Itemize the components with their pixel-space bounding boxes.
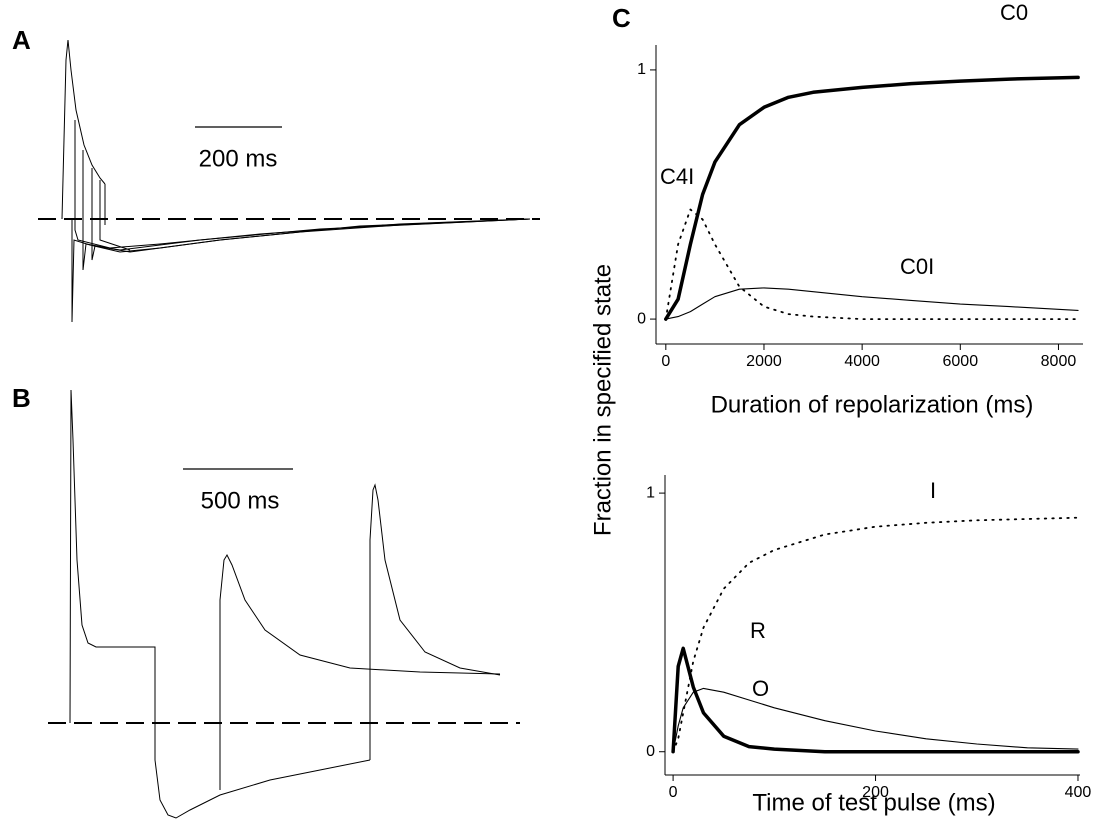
series-line — [665, 287, 1079, 320]
panel-label: A — [12, 25, 31, 55]
panel-label: C — [612, 3, 631, 33]
series-label: I — [930, 478, 936, 503]
scale-bar-label: 200 ms — [199, 145, 278, 172]
x-tick-label: 0 — [661, 353, 670, 370]
x-axis-label: Time of test pulse (ms) — [752, 789, 995, 816]
x-tick-label: 400 — [1065, 784, 1092, 801]
trace-b — [69, 389, 501, 819]
series-line — [671, 646, 1080, 754]
y-tick-label: 1 — [637, 61, 646, 78]
x-tick-label: 8000 — [1041, 353, 1077, 370]
x-tick-label: 6000 — [943, 353, 979, 370]
y-tick-label: 0 — [646, 743, 655, 760]
x-tick-label: 2000 — [746, 353, 782, 370]
panel-label: B — [12, 383, 31, 413]
y-tick-label: 1 — [646, 484, 655, 501]
scale-bar-label: 500 ms — [201, 487, 280, 514]
series-line — [664, 208, 1079, 320]
series-line — [672, 516, 1079, 753]
x-tick-label: 4000 — [844, 353, 880, 370]
series-label: R — [750, 618, 766, 643]
y-axis-label: Fraction in specified state — [589, 264, 616, 536]
x-axis-label: Duration of repolarization (ms) — [711, 391, 1034, 418]
y-tick-label: 0 — [637, 310, 646, 327]
trace-a — [61, 39, 531, 323]
series-line — [672, 687, 1079, 753]
x-tick-label: 0 — [669, 784, 678, 801]
series-line — [664, 75, 1080, 321]
x-tick-label: 200 — [862, 784, 889, 801]
series-label: O — [752, 676, 769, 701]
series-label: C4I — [660, 164, 694, 189]
series-label: C0 — [1000, 0, 1028, 25]
series-label: C0I — [900, 254, 934, 279]
